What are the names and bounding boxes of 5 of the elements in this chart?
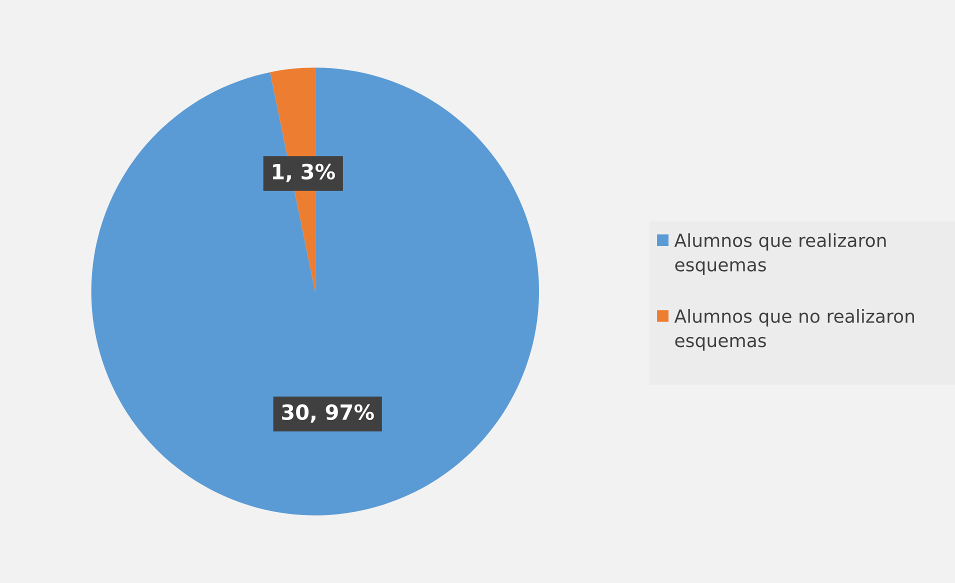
data-label: 1, 3%	[272, 164, 335, 182]
pie-slice	[91, 68, 540, 516]
data-label: 30, 97%	[282, 404, 374, 423]
legend-label: Alumnos que no realizaron esquemas	[674, 308, 914, 351]
legend-label: Alumnos que realizaron esquemas	[674, 233, 886, 276]
